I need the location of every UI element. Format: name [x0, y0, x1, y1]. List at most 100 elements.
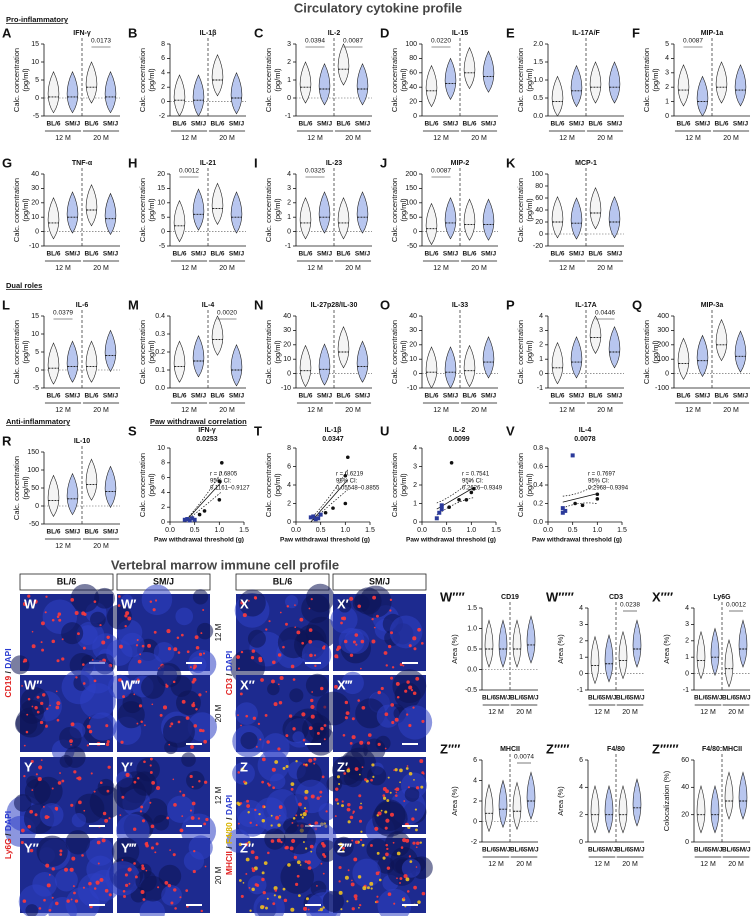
cell-signal — [360, 830, 363, 833]
cell-signal — [240, 894, 244, 898]
point — [560, 506, 565, 511]
y-axis-label: (pg/ml) — [525, 340, 534, 364]
panel-title: IL-6 — [76, 302, 89, 309]
cell-signal — [403, 800, 406, 802]
x-tick-label: 0.5 — [190, 527, 200, 534]
cell-signal — [405, 838, 410, 843]
cell-signal — [321, 775, 325, 779]
cell-signal — [303, 906, 308, 911]
cell-signal — [179, 790, 182, 793]
cell-signal — [150, 824, 155, 829]
tissue-texture — [367, 766, 387, 786]
age-label: 12 M — [181, 135, 197, 142]
cell-signal — [238, 879, 242, 882]
group-label: BL/6 — [722, 695, 736, 702]
violin — [589, 315, 602, 354]
cell-signal — [181, 815, 184, 817]
cell-signal — [378, 871, 380, 873]
cell-signal — [276, 838, 281, 843]
cell-signal — [347, 869, 350, 872]
tissue-texture — [166, 795, 195, 823]
cell-signal — [392, 841, 395, 844]
cell-signal — [86, 724, 91, 729]
stat-label: 95% CI: — [462, 479, 484, 485]
panel-title: MIP-1a — [701, 30, 724, 37]
y-tick-label: 4 — [665, 55, 669, 62]
group-label: SM/J — [735, 695, 751, 702]
group-label: BL/6 — [616, 695, 630, 702]
y-tick-label: 0.0 — [533, 519, 543, 526]
age-label: 12 M — [181, 407, 197, 414]
cell-signal — [192, 701, 195, 704]
age-label: 12 M — [488, 861, 504, 868]
cell-signal — [358, 819, 363, 823]
y-tick-label: 4 — [287, 482, 291, 489]
tissue-texture — [247, 629, 266, 648]
violin — [590, 635, 600, 685]
cell-signal — [145, 869, 148, 872]
group-label: SM/J — [355, 251, 371, 258]
violin — [734, 330, 747, 373]
y-axis-label: (pg/ml) — [147, 68, 156, 92]
panel-letter: Z′′′′′′ — [652, 741, 679, 756]
cell-signal — [321, 841, 325, 846]
stat-label: r = 0.7541 — [462, 472, 490, 478]
group-label: SM/J — [733, 393, 749, 400]
cell-signal — [108, 893, 112, 897]
cell-signal — [308, 726, 313, 731]
cell-signal — [373, 626, 376, 629]
stain-part: F4/80 — [224, 822, 234, 844]
cell-signal — [344, 875, 349, 880]
stain-part: MHCII — [224, 851, 234, 875]
cell-signal — [61, 657, 65, 661]
panel-letter: F — [632, 25, 640, 40]
y-axis-label: Calc. concentration — [642, 320, 651, 384]
group-label: SM/J — [481, 251, 497, 258]
p-value: 0.0253 — [196, 436, 218, 443]
cell-signal — [338, 842, 343, 847]
cell-signal — [314, 664, 317, 667]
tissue-texture — [232, 762, 255, 785]
age-label: 12 M — [594, 709, 610, 716]
cell-signal — [40, 641, 43, 644]
cell-signal — [292, 817, 296, 820]
violin — [444, 197, 457, 240]
cell-signal — [344, 700, 349, 705]
p-value: 0.0074 — [514, 754, 534, 761]
tissue-texture — [158, 864, 182, 888]
y-axis-label: Calc. concentration — [516, 178, 525, 242]
y-tick-label: 0.4 — [533, 482, 543, 489]
y-tick-label: 2 — [473, 798, 477, 805]
group-label: BL/6 — [510, 695, 524, 702]
y-tick-label: 4 — [161, 489, 165, 496]
cell-signal — [257, 722, 261, 726]
y-tick-label: 5 — [665, 41, 669, 48]
cell-signal — [395, 787, 400, 792]
cell-signal — [415, 828, 418, 832]
cell-signal — [90, 772, 93, 775]
cell-signal — [203, 739, 207, 744]
y-tick-label: 3 — [287, 41, 291, 48]
y-tick-label: 10 — [409, 356, 417, 363]
group-label: BL/6 — [84, 121, 98, 128]
y-tick-label: 10 — [157, 445, 165, 452]
panel-title: IL-21 — [200, 160, 216, 167]
tissue-texture — [88, 712, 117, 741]
cell-signal — [334, 654, 339, 659]
cell-signal — [127, 616, 132, 621]
cell-signal — [33, 599, 38, 604]
cell-signal — [134, 875, 138, 879]
cell-signal — [407, 786, 410, 789]
group-label: BL/6 — [588, 251, 602, 258]
panel-letter: V — [506, 423, 515, 438]
group-label: BL/6 — [210, 251, 224, 258]
cell-signal — [125, 683, 128, 686]
cell-signal — [77, 776, 82, 781]
cell-signal — [192, 869, 196, 874]
cell-signal — [170, 901, 174, 905]
cell-signal — [308, 758, 313, 763]
y-tick-label: 1 — [579, 654, 583, 661]
violin — [526, 771, 536, 820]
cell-signal — [347, 820, 351, 824]
y-tick-label: 8 — [161, 41, 165, 48]
